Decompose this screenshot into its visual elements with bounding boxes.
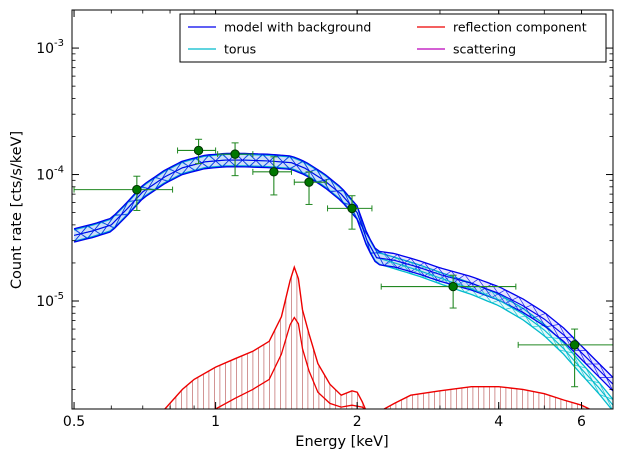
data-marker <box>230 149 240 159</box>
model-band-hatch <box>100 214 115 236</box>
x-tick-label: 0.5 <box>63 414 85 430</box>
model-band-fill <box>74 153 613 391</box>
legend: model with background torus reflection com… <box>179 13 607 63</box>
legend-label: reflection component <box>453 20 587 35</box>
data-point-4 <box>252 156 292 196</box>
data-point-3 <box>217 142 254 177</box>
x-tick-label: 6 <box>577 414 586 430</box>
torus-band-lower-edge <box>73 165 613 409</box>
legend-label: torus <box>224 42 256 57</box>
y-tick-label: 10-3 <box>36 38 64 57</box>
model-band-upper-edge <box>73 152 613 378</box>
x-tick-label: 4 <box>494 414 503 430</box>
data-point-5 <box>293 171 327 205</box>
data-marker <box>347 203 357 214</box>
data-point-7 <box>380 274 517 309</box>
reflection-hatching <box>170 274 589 409</box>
data-marker <box>193 145 204 156</box>
legend-label: model with background <box>224 20 371 35</box>
x-tick-label: 2 <box>353 414 362 430</box>
plot-area <box>72 10 613 409</box>
data-marker <box>269 167 279 177</box>
data-point-1 <box>73 175 174 211</box>
y-axis-label: Count rate [cts/s/keV] <box>9 131 25 289</box>
data-point-8 <box>517 328 613 388</box>
data-marker <box>448 281 458 292</box>
legend-box <box>179 13 607 63</box>
reflection-component-line <box>164 264 592 409</box>
legend-label: scattering <box>453 42 516 57</box>
y-tick-label: 10-4 <box>36 165 64 184</box>
data-point-2 <box>177 138 217 165</box>
y-tick-label: 10-5 <box>36 291 64 310</box>
plot-frame <box>71 9 614 410</box>
data-marker <box>132 184 142 195</box>
x-tick-label: 1 <box>211 414 220 430</box>
data-point-6 <box>327 195 373 230</box>
x-axis-label: Energy [keV] <box>295 434 388 450</box>
data-marker <box>304 177 314 187</box>
model-band-lower-edge <box>73 166 613 392</box>
reflection-lower-curve <box>215 316 367 409</box>
model-line <box>73 159 613 385</box>
data-marker <box>569 340 580 350</box>
